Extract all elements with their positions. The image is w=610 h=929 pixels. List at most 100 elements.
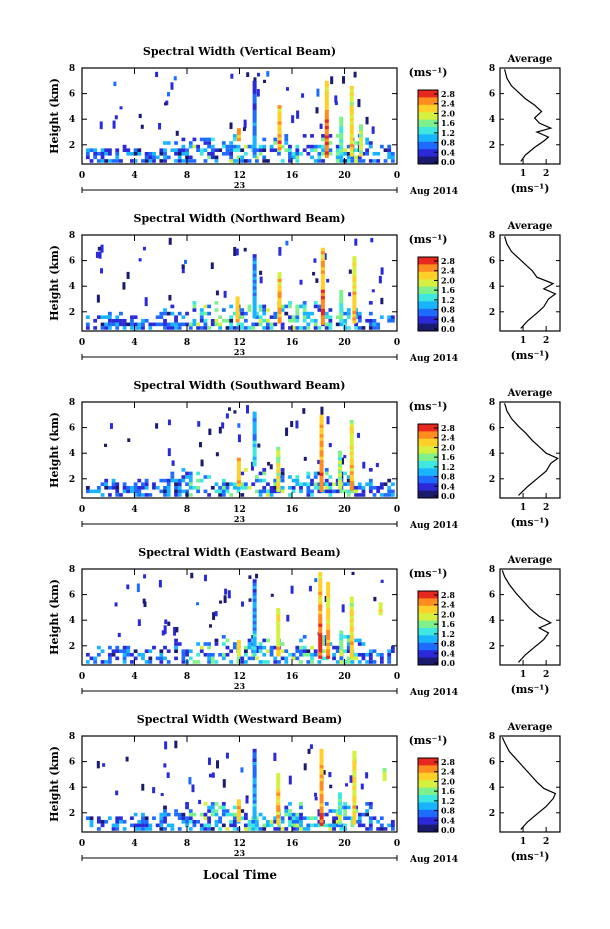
heatmap-cell bbox=[269, 148, 274, 152]
heatmap-spike-cell bbox=[349, 429, 354, 434]
heatmap-cell bbox=[104, 819, 109, 824]
heatmap-cell bbox=[199, 318, 204, 323]
heatmap-spike-cell bbox=[324, 122, 329, 126]
x-tick-label: 4 bbox=[131, 338, 137, 348]
heatmap-cell bbox=[284, 304, 289, 309]
heatmap-spike-cell bbox=[349, 95, 354, 100]
heatmap-spike-cell bbox=[337, 482, 342, 487]
heatmap-spike-cell bbox=[320, 254, 325, 258]
colorbar-tick-label: 0.4 bbox=[441, 648, 455, 658]
heatmap-cell bbox=[170, 475, 175, 479]
heatmap-cell bbox=[335, 134, 340, 138]
heatmap-cell bbox=[196, 642, 200, 646]
heatmap-cell bbox=[317, 326, 322, 330]
heatmap-cell bbox=[324, 485, 329, 490]
x-tick-label: 0 bbox=[79, 338, 85, 348]
heatmap-cell bbox=[258, 827, 263, 831]
heatmap-cell bbox=[314, 792, 318, 797]
heatmap-cell bbox=[379, 485, 384, 490]
heatmap-cell bbox=[170, 148, 175, 152]
heatmap-cell bbox=[248, 575, 252, 579]
heatmap-cell bbox=[284, 656, 289, 661]
heatmap-cell bbox=[313, 144, 318, 149]
heatmap-cell bbox=[295, 823, 300, 828]
average-y-tick-label: 6 bbox=[489, 758, 495, 768]
heatmap-cell bbox=[158, 579, 162, 588]
heatmap-cell bbox=[361, 159, 366, 163]
heatmap-cell bbox=[372, 649, 377, 653]
heatmap-cell bbox=[188, 827, 193, 831]
heatmap-cell bbox=[137, 322, 142, 327]
heatmap-cell bbox=[130, 660, 134, 664]
heatmap-cell bbox=[225, 413, 229, 419]
heatmap-spike-cell bbox=[319, 469, 324, 473]
heatmap-cell bbox=[246, 72, 250, 77]
heatmap-cell bbox=[332, 482, 336, 486]
average-profile-line bbox=[501, 570, 553, 663]
heatmap-spike-cell bbox=[252, 260, 257, 265]
colorbar-tick-label: 0.8 bbox=[441, 806, 455, 816]
heatmap-spike-cell bbox=[382, 774, 387, 778]
heatmap-cell bbox=[269, 144, 274, 149]
colorbar-tick-label: 2.8 bbox=[441, 423, 455, 433]
heatmap-spike-cell bbox=[320, 257, 325, 261]
heatmap-cell bbox=[302, 635, 307, 639]
colorbar-tick-label: 0.4 bbox=[441, 815, 455, 825]
heatmap-cell bbox=[247, 304, 252, 309]
heatmap-cell bbox=[273, 489, 278, 494]
heatmap-cell bbox=[152, 155, 156, 160]
heatmap-cell bbox=[357, 485, 362, 490]
heatmap-cell bbox=[188, 471, 193, 476]
heatmap-spike-cell bbox=[252, 90, 257, 94]
colorbar-swatch bbox=[418, 112, 438, 121]
heatmap-spike-cell bbox=[349, 89, 354, 93]
heatmap-cell bbox=[379, 493, 384, 497]
heatmap-cell bbox=[302, 315, 307, 319]
heatmap-spike-cell bbox=[236, 808, 241, 813]
heatmap-cell bbox=[321, 144, 325, 149]
heatmap-cell bbox=[390, 489, 395, 494]
heatmap-cell bbox=[133, 649, 138, 653]
colorbar-tick-label: 1.2 bbox=[441, 128, 455, 138]
heatmap-cell bbox=[357, 318, 362, 323]
heatmap-cell bbox=[354, 322, 359, 327]
heatmap-spike-cell bbox=[252, 295, 257, 300]
colorbar-swatch bbox=[418, 598, 438, 607]
heatmap-spike-cell bbox=[320, 315, 325, 319]
heatmap-cell bbox=[138, 258, 142, 262]
heatmap-cell bbox=[339, 155, 344, 160]
heatmap-cell bbox=[295, 144, 300, 149]
heatmap-cell bbox=[203, 159, 208, 163]
heatmap-spike-cell bbox=[236, 815, 241, 819]
x-tick-label: 16 bbox=[286, 338, 299, 348]
heatmap-cell bbox=[159, 823, 164, 828]
heatmap-cell bbox=[107, 816, 112, 820]
heatmap-cell bbox=[357, 482, 362, 486]
heatmap-spike-cell bbox=[252, 771, 257, 775]
heatmap-cell bbox=[357, 311, 362, 316]
heatmap-cell bbox=[111, 322, 116, 327]
heatmap-cell bbox=[174, 315, 178, 319]
heatmap-spike-cell bbox=[319, 466, 324, 470]
heatmap-cell bbox=[308, 585, 312, 592]
heatmap-spike-cell bbox=[339, 312, 344, 316]
heatmap-spike-cell bbox=[252, 816, 257, 820]
heatmap-spike-cell bbox=[252, 144, 257, 149]
heatmap-cell bbox=[192, 137, 197, 142]
colorbar-swatch bbox=[418, 438, 438, 447]
heatmap-cell bbox=[326, 278, 330, 283]
heatmap-cell bbox=[104, 148, 109, 152]
heatmap-cell bbox=[280, 159, 285, 163]
heatmap-spike-cell bbox=[339, 116, 344, 121]
heatmap-cell bbox=[210, 262, 214, 270]
heatmap-spike-cell bbox=[252, 437, 257, 441]
heatmap-spike-cell bbox=[276, 478, 281, 483]
heatmap-cell bbox=[155, 322, 160, 327]
day-label: 23 bbox=[234, 514, 246, 524]
heatmap-cell bbox=[141, 656, 145, 661]
heatmap-spike-cell bbox=[236, 134, 241, 139]
heatmap-spike-cell bbox=[319, 434, 324, 438]
heatmap-cell bbox=[107, 645, 112, 650]
heatmap-cell bbox=[368, 159, 373, 163]
